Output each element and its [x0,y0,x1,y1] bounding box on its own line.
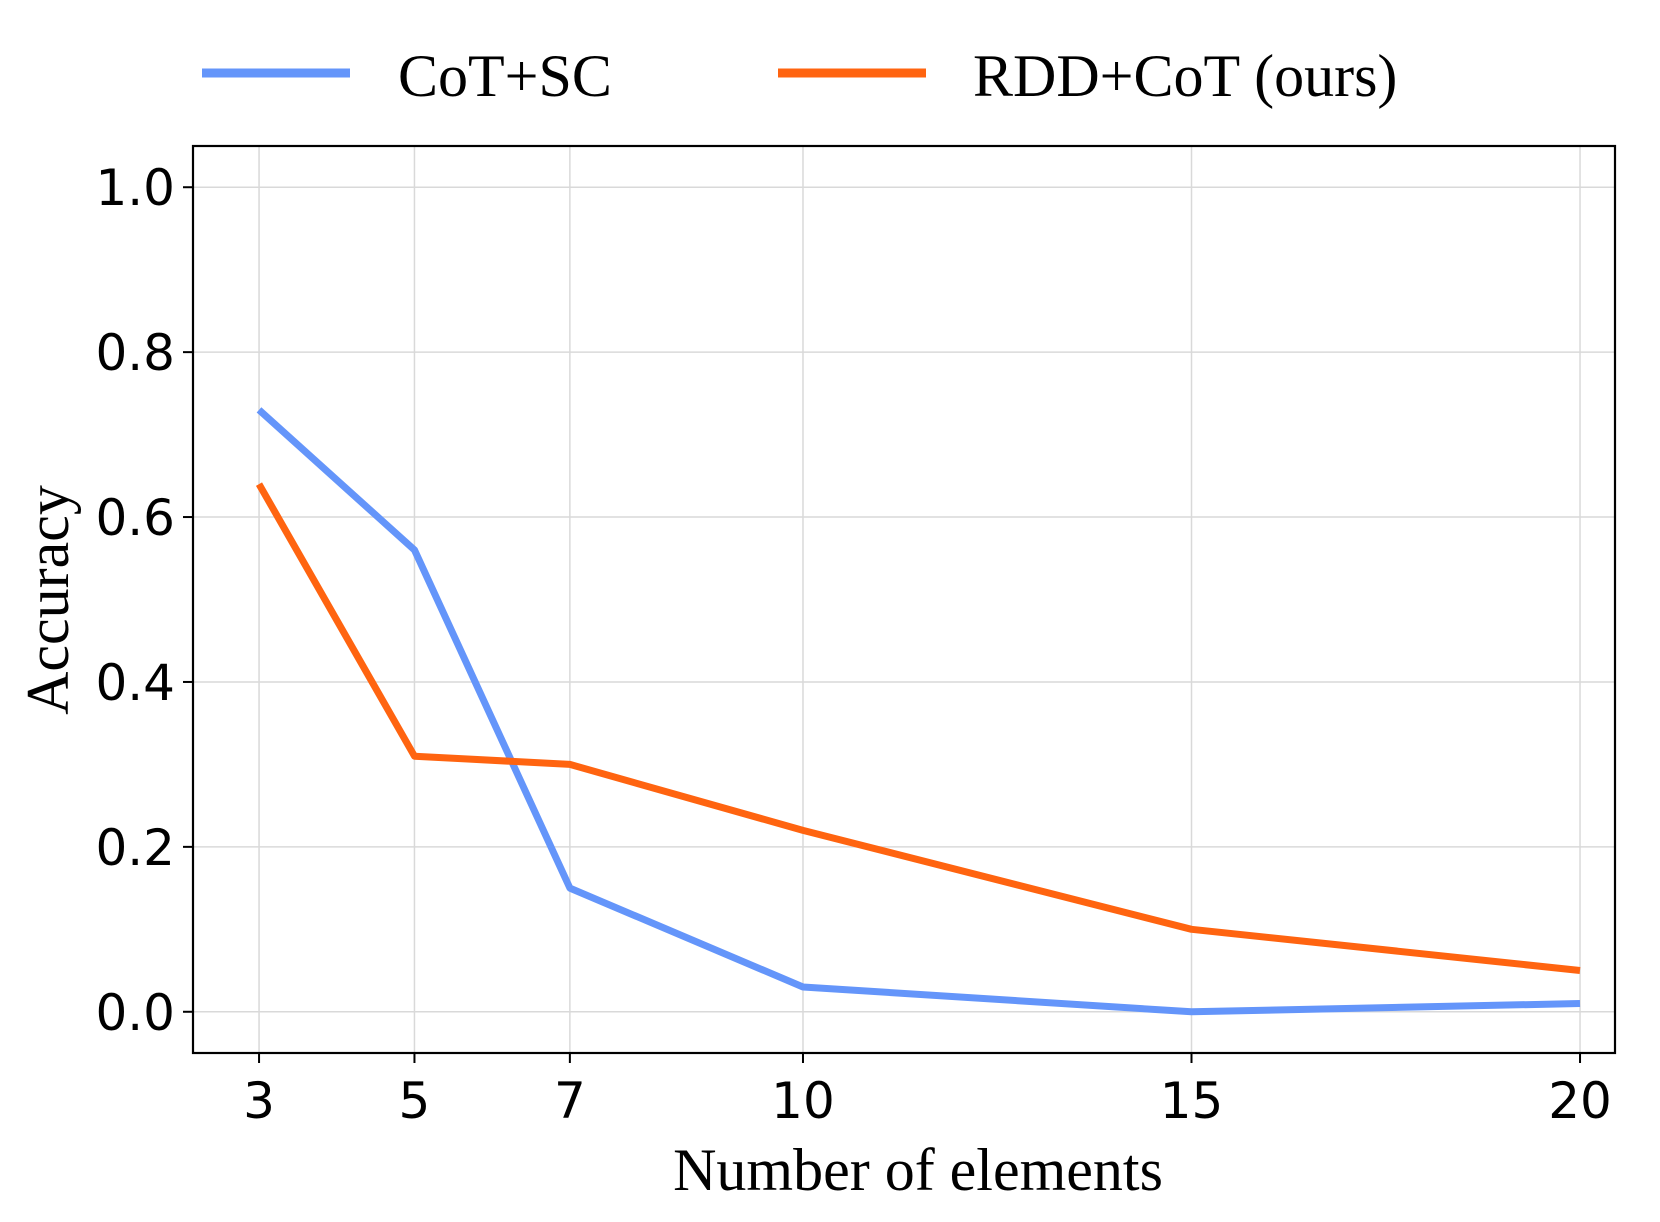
x-tick-label: 20 [1548,1072,1612,1130]
axis-ticks: 3 5 7 10 15 20 0.0 0.2 0.4 0.6 0.8 1.0 [95,159,1611,1130]
y-tick-label: 0.0 [95,984,175,1042]
series-line-rdd-cot-ours [255,482,1581,974]
x-axis-label: Number of elements [673,1137,1163,1203]
x-tick-label: 15 [1160,1072,1224,1130]
x-tick-label: 3 [243,1072,275,1130]
y-tick-label: 0.4 [95,654,175,712]
legend: CoT+SC RDD+CoT (ours) [202,43,1397,109]
plot-frame [191,144,1617,1055]
series-line-cot-sc [256,407,1581,1016]
legend-label-rdd-cot: RDD+CoT (ours) [973,43,1397,109]
y-tick-label: 0.2 [95,819,175,877]
y-tick-label: 0.8 [95,324,175,382]
grid [193,146,1615,1053]
y-tick-label: 1.0 [95,159,175,217]
legend-label-cot-sc: CoT+SC [398,43,612,109]
y-tick-label: 0.6 [95,489,175,547]
series-group [255,407,1581,1016]
y-axis-label: Accuracy [15,485,81,715]
x-tick-label: 5 [399,1072,431,1130]
x-tick-label: 10 [771,1072,835,1130]
x-tick-label: 7 [554,1072,586,1130]
